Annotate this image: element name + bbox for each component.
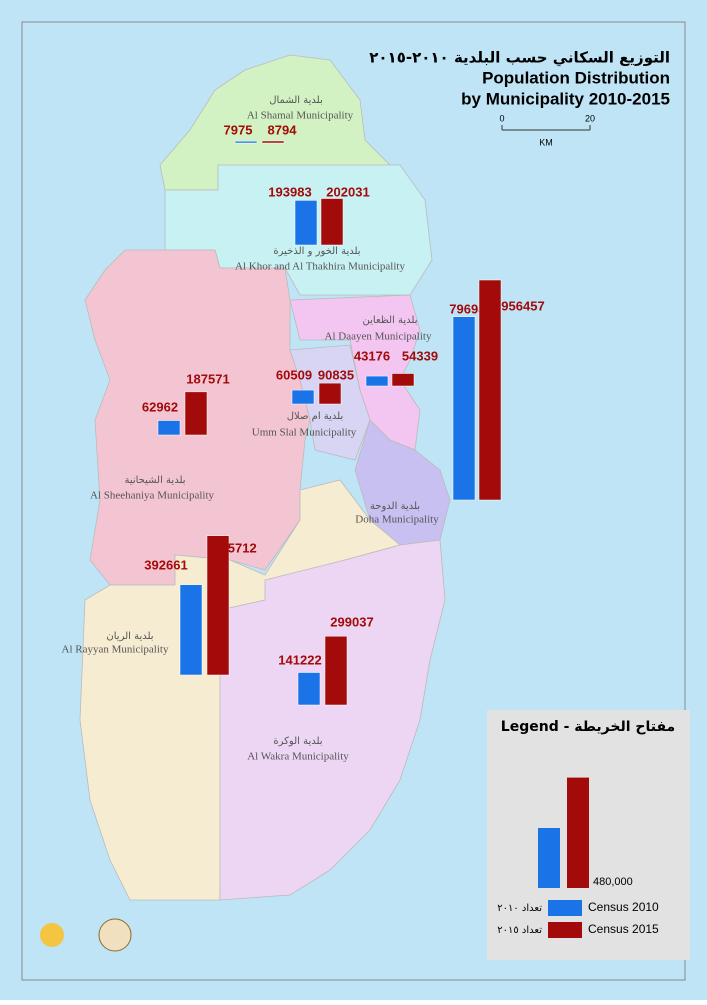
- municipality-name-ar: بلدية ام صلال: [287, 411, 344, 422]
- title-arabic: التوزيع السكاني حسب البلدية ٢٠١٠-٢٠١٥: [369, 49, 670, 67]
- legend-swatch: [548, 900, 582, 916]
- population-bar: [318, 382, 342, 405]
- municipality-name-en: Umm Slal Municipality: [252, 427, 357, 439]
- population-bar: [324, 635, 348, 706]
- title-english: by Municipality 2010-2015: [461, 89, 670, 108]
- population-bar: [365, 375, 389, 387]
- municipality-name-ar: بلدية الوكرة: [273, 736, 322, 747]
- legend-title: Legend - مفتاح الخريطة: [501, 719, 675, 735]
- municipality-name-en: Al Rayyan Municipality: [62, 644, 169, 656]
- population-label: 8794: [268, 122, 298, 137]
- population-bar: [184, 391, 208, 436]
- scale-label: 20: [585, 113, 595, 123]
- population-label: 90835: [318, 367, 354, 382]
- logo-mark: [98, 918, 132, 952]
- population-bar: [478, 279, 502, 501]
- population-bar: [291, 389, 315, 405]
- municipality-name-ar: بلدية الظعاين: [363, 315, 418, 326]
- municipality-name-en: Al Khor and Al Thakhira Municipality: [235, 261, 405, 273]
- population-label: 7975: [224, 122, 253, 137]
- legend-label-ar: تعداد ٢٠١٠: [497, 903, 542, 914]
- municipality-name-ar: بلدية الشمال: [269, 95, 323, 106]
- doha-area: [354, 419, 451, 546]
- legend-reference-bar: [567, 777, 589, 888]
- population-label: 605712: [213, 540, 256, 555]
- municipality-name-ar: بلدية الريان: [106, 631, 153, 642]
- population-bar: [234, 140, 258, 144]
- population-bar: [294, 200, 318, 246]
- population-bar: [206, 535, 230, 676]
- population-bar: [452, 316, 476, 501]
- population-bar: [179, 584, 203, 676]
- population-bar: [297, 672, 321, 706]
- municipality-name-en: Doha Municipality: [355, 514, 439, 526]
- municipality-name-en: Al Daayen Municipality: [325, 331, 432, 343]
- population-label: 956457: [501, 298, 544, 313]
- legend-sample: [538, 828, 560, 888]
- population-bar: [157, 420, 181, 436]
- population-label: 54339: [402, 348, 438, 363]
- scale-unit: KM: [539, 137, 553, 147]
- population-label: 392661: [144, 557, 187, 572]
- population-bar: [391, 373, 415, 387]
- municipality-name-ar: بلدية الخور و الذخيرة: [273, 246, 360, 257]
- population-bar: [261, 140, 285, 144]
- scale-label: 0: [499, 113, 504, 123]
- population-label: 43176: [354, 348, 390, 363]
- legend-label: Census 2010: [588, 900, 659, 914]
- population-label: 202031: [326, 184, 369, 199]
- municipality-name-ar: بلدية الشيحانية: [124, 475, 185, 486]
- frame: [21, 21, 686, 981]
- population-label: 193983: [268, 184, 311, 199]
- municipality-name-en: Al Shamal Municipality: [247, 110, 354, 122]
- population-label: 187571: [186, 371, 229, 386]
- population-bar: [320, 198, 344, 246]
- legend-label-ar: تعداد ٢٠١٥: [497, 925, 542, 936]
- logo-mark: [40, 923, 64, 947]
- population-label: 141222: [278, 652, 321, 667]
- population-label: 60509: [276, 367, 312, 382]
- al-wakra-area: [219, 539, 446, 901]
- logo: [40, 918, 132, 952]
- title-english: Population Distribution: [482, 68, 670, 87]
- municipality-name-en: Al Wakra Municipality: [247, 751, 349, 763]
- population-label: 62962: [142, 399, 178, 414]
- population-label: 299037: [330, 614, 373, 629]
- legend-reference-label: 480,000: [593, 876, 633, 888]
- municipality-name-en: Al Sheehaniya Municipality: [90, 490, 215, 502]
- legend-label: Census 2015: [588, 922, 659, 936]
- legend-swatch: [548, 922, 582, 938]
- municipality-name-ar: بلدية الدوحة: [370, 501, 420, 512]
